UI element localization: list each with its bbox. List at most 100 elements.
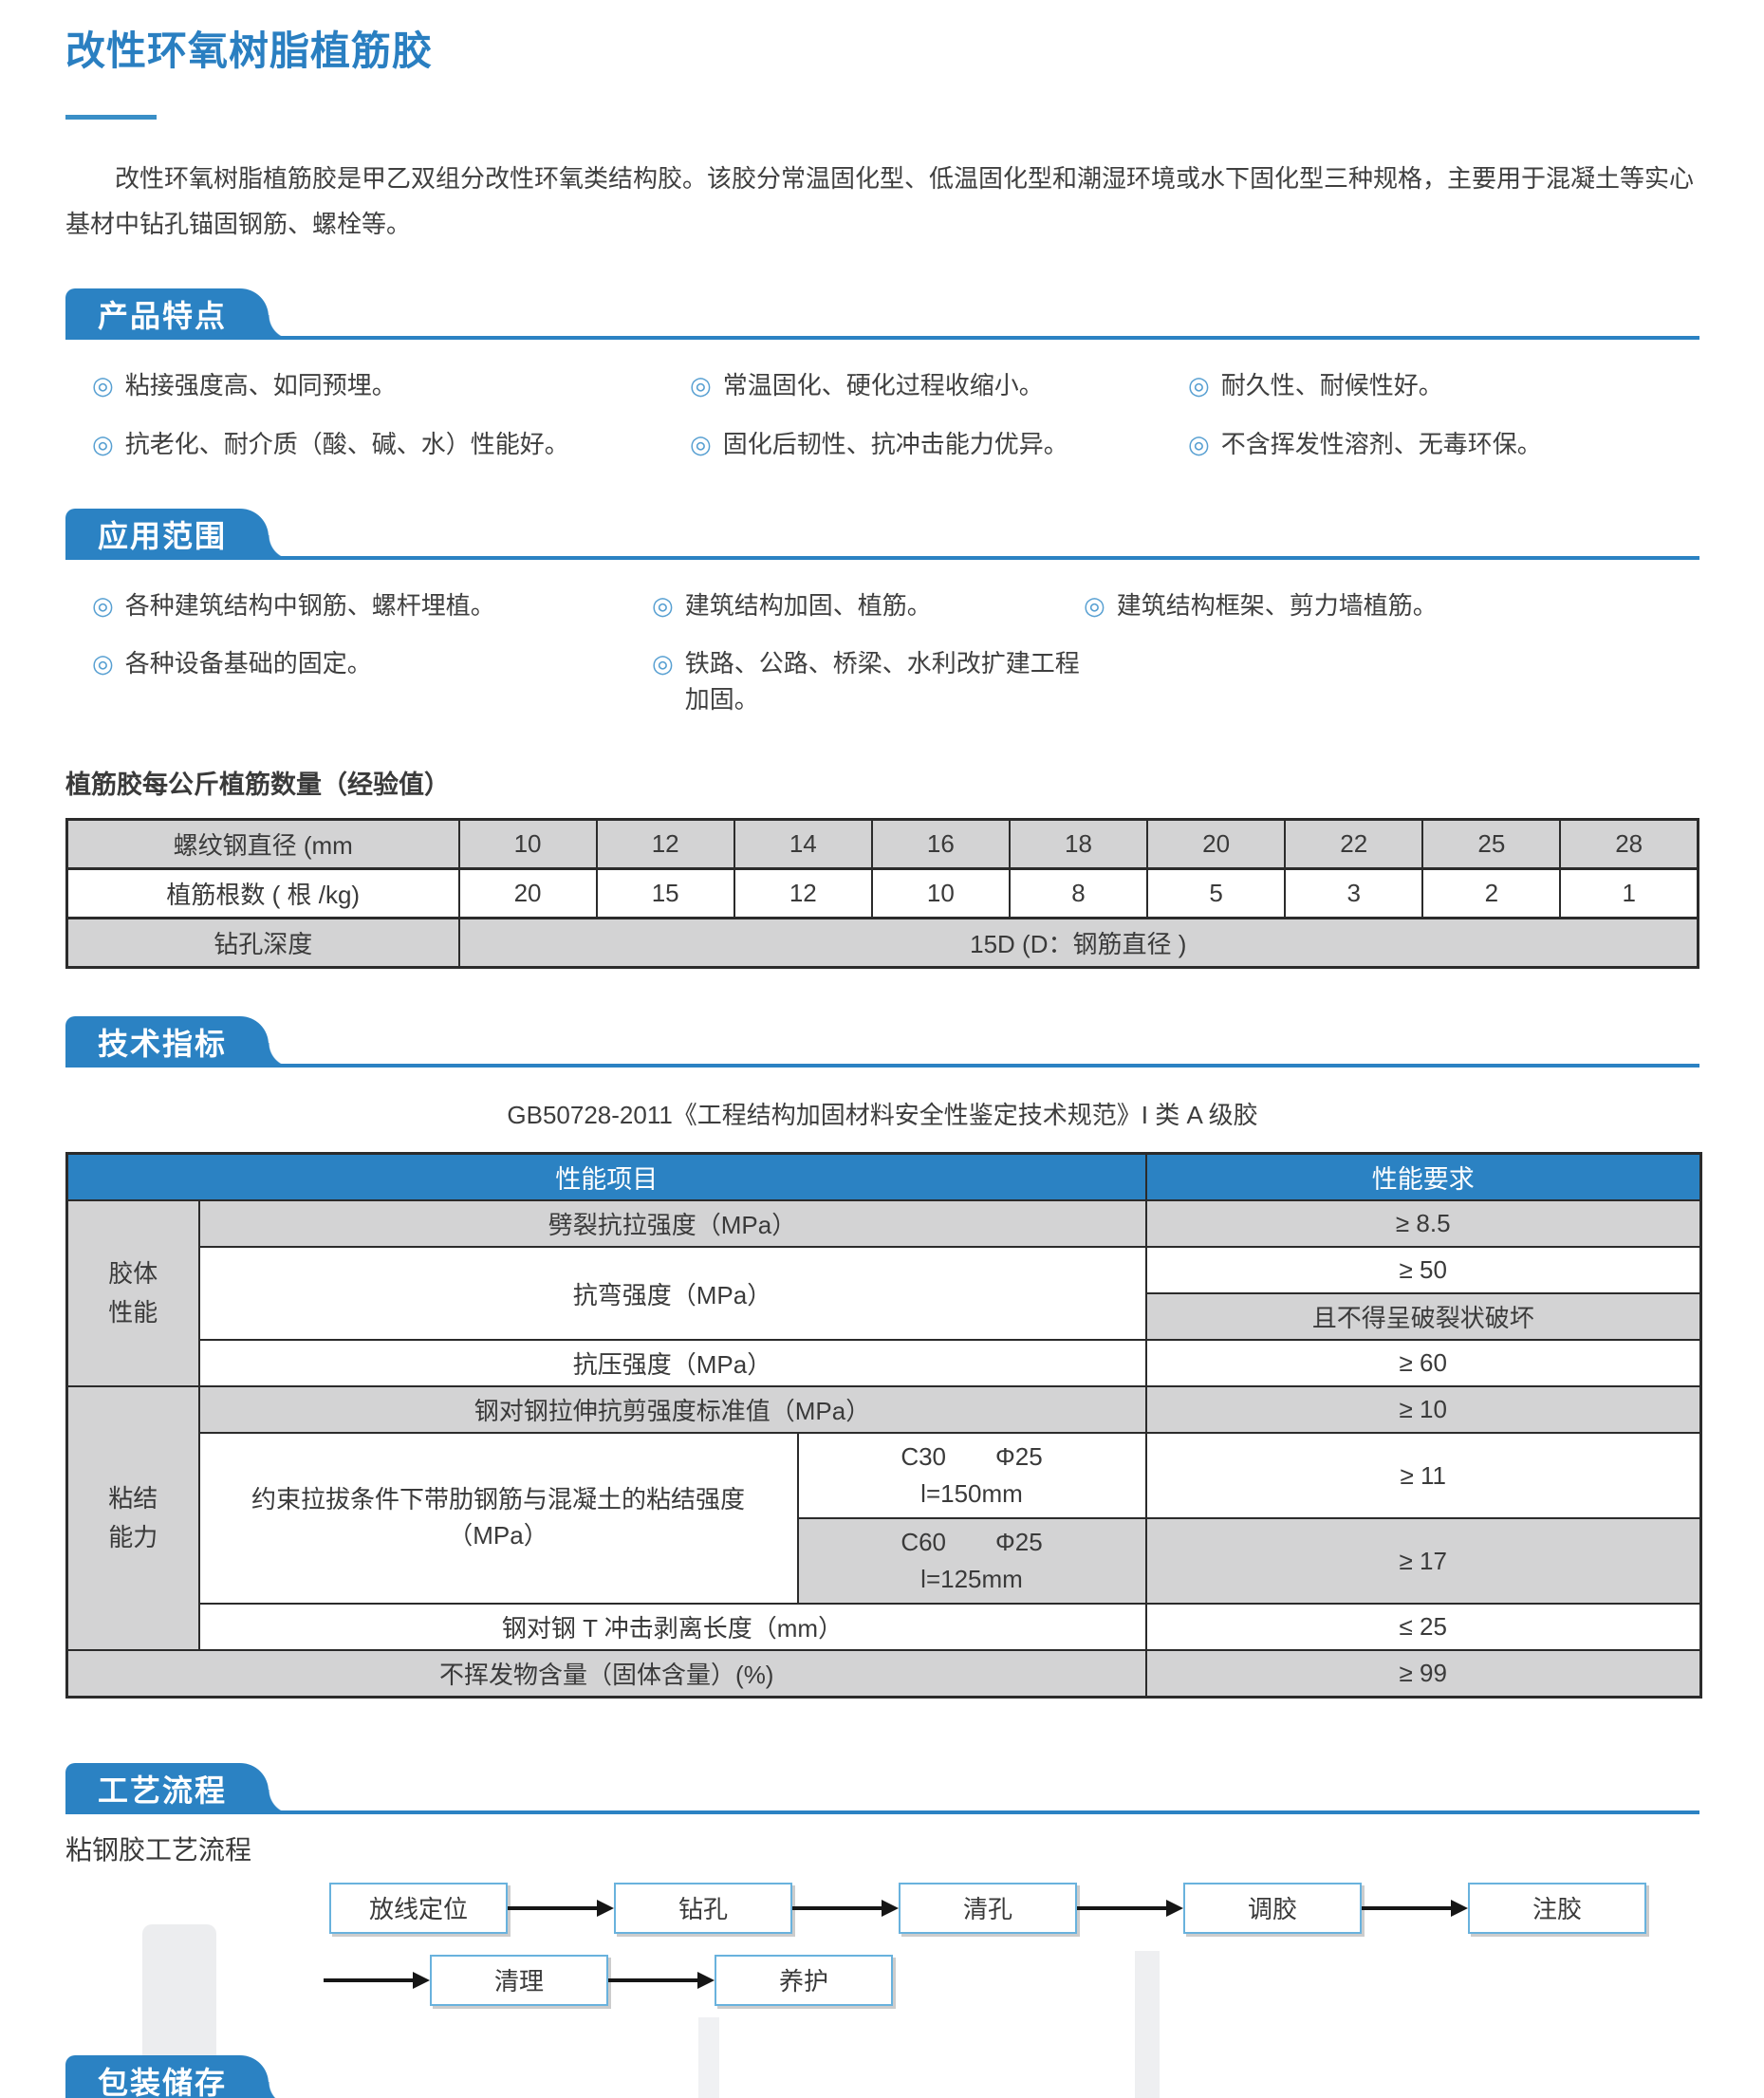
dosage-diameter-cell: 25 bbox=[1421, 817, 1562, 870]
flow-arrow bbox=[324, 1971, 430, 1989]
concrete-grade: C60 bbox=[901, 1528, 947, 1557]
rebar-diameter: Φ25 bbox=[995, 1528, 1043, 1557]
double-circle-bullet-icon: ◎ bbox=[652, 649, 674, 678]
rebar-diameter: Φ25 bbox=[995, 1442, 1043, 1472]
section-badge-features: 产品特点 bbox=[65, 288, 293, 341]
table-row: 且不得呈破裂状破坏 bbox=[67, 1292, 1702, 1342]
spec-item-req: ≥ 10 bbox=[1144, 1385, 1702, 1435]
spec-item-req: ≥ 17 bbox=[1144, 1517, 1702, 1606]
list-item: ◎ 建筑结构框架、剪力墙植筋。 bbox=[1084, 588, 1699, 624]
list-item: ◎ 粘接强度高、如同预埋。 bbox=[92, 368, 690, 404]
double-circle-bullet-icon: ◎ bbox=[92, 371, 114, 400]
table-row: 钻孔深度 15D (D：钢筋直径 ) bbox=[65, 916, 1699, 969]
dosage-diameter-cell: 20 bbox=[1146, 817, 1287, 870]
concrete-grade: C30 bbox=[901, 1442, 947, 1472]
list-item-text: 常温固化、硬化过程收缩小。 bbox=[722, 371, 1044, 400]
flow-step-box: 清理 bbox=[430, 1954, 608, 2006]
section-badge-specs: 技术指标 bbox=[65, 1015, 293, 1068]
table-row: 螺纹钢直径 (mm 10 12 14 16 18 20 22 25 28 bbox=[65, 817, 1699, 870]
arrow-line bbox=[608, 1977, 697, 1982]
specs-standard-caption: GB50728-2011《工程结构加固材料安全性鉴定技术规范》I 类 A 级胶 bbox=[507, 1100, 1258, 1129]
spec-item-req: ≥ 11 bbox=[1144, 1432, 1702, 1520]
section-badge-applications: 应用范围 bbox=[65, 508, 293, 560]
embed-length: l=125mm bbox=[920, 1565, 1023, 1594]
section-head-specs: 技术指标 bbox=[65, 1012, 1699, 1068]
table-row: 性能项目 性能要求 bbox=[65, 1152, 1702, 1202]
embed-length: l=150mm bbox=[920, 1479, 1023, 1509]
specs-group-body: 胶体性能 bbox=[65, 1199, 200, 1388]
spec-item-name-line1: 约束拉拔条件下带肋钢筋与混凝土的粘结强度 bbox=[251, 1485, 745, 1514]
table-row: 抗弯强度（MPa） ≥ 50 bbox=[67, 1246, 1702, 1342]
dosage-count-cell: 2 bbox=[1421, 866, 1562, 919]
page-title: 改性环氧树脂植筋胶 bbox=[65, 28, 434, 73]
dosage-diameter-cell: 22 bbox=[1284, 817, 1424, 870]
list-item-text: 不含挥发性溶剂、无毒环保。 bbox=[1220, 429, 1542, 458]
spec-item-req: ≥ 8.5 bbox=[1144, 1199, 1702, 1249]
spec-item-req: ≥ 50 bbox=[1144, 1246, 1702, 1295]
dosage-diameter-cell: 28 bbox=[1559, 817, 1699, 870]
flow-step-box: 放线定位 bbox=[329, 1882, 508, 1934]
arrow-head-icon bbox=[1451, 1899, 1468, 1917]
dosage-diameter-cell: 14 bbox=[733, 817, 873, 870]
arrow-head-icon bbox=[1166, 1899, 1183, 1917]
double-circle-bullet-icon: ◎ bbox=[92, 429, 114, 458]
section-head-applications: 应用范围 bbox=[65, 505, 1699, 560]
dosage-count-cell: 20 bbox=[457, 866, 598, 919]
process-subtitle: 粘钢胶工艺流程 bbox=[65, 1834, 252, 1865]
dosage-table: 螺纹钢直径 (mm 10 12 14 16 18 20 22 25 28 植筋根… bbox=[65, 817, 1699, 969]
double-circle-bullet-icon: ◎ bbox=[690, 371, 712, 400]
spec-item-name: 钢对钢 T 冲击剥离长度（mm） bbox=[197, 1603, 1147, 1652]
intro-paragraph: 改性环氧树脂植筋胶是甲乙双组分改性环氧类结构胶。该胶分常温固化型、低温固化型和潮… bbox=[65, 164, 1695, 239]
table-row: 不挥发物含量（固体含量）(%) ≥ 99 bbox=[65, 1649, 1702, 1699]
dosage-count-cell: 8 bbox=[1008, 866, 1149, 919]
dosage-depth-cell: 15D (D：钢筋直径 ) bbox=[457, 916, 1699, 969]
double-circle-bullet-icon: ◎ bbox=[92, 590, 114, 620]
flow-arrow bbox=[1077, 1899, 1183, 1917]
list-item: ◎ 耐久性、耐候性好。 bbox=[1188, 368, 1699, 404]
spec-item-name: 不挥发物含量（固体含量）(%) bbox=[65, 1649, 1147, 1699]
section-head-packaging: 包装储存 bbox=[65, 2052, 1699, 2098]
list-item-text: 粘接强度高、如同预埋。 bbox=[124, 371, 397, 400]
section-badge-label: 包装储存 bbox=[98, 2065, 228, 2098]
dosage-count-cell: 1 bbox=[1559, 866, 1699, 919]
list-item-text: 铁路、公路、桥梁、水利改扩建工程加固。 bbox=[684, 649, 1080, 714]
title-underline bbox=[65, 115, 157, 120]
section-rule bbox=[65, 555, 1699, 560]
applications-list: ◎ 各种建筑结构中钢筋、螺杆埋植。 ◎ 建筑结构加固、植筋。 ◎ 建筑结构框架、剪力墙… bbox=[65, 588, 1699, 718]
flow-arrow bbox=[508, 1899, 614, 1917]
double-circle-bullet-icon: ◎ bbox=[652, 590, 674, 620]
specs-group-bond: 粘结能力 bbox=[65, 1385, 200, 1652]
spec-item-req: ≥ 60 bbox=[1144, 1339, 1702, 1388]
section-badge-label: 工艺流程 bbox=[98, 1773, 228, 1808]
specs-col-header-item: 性能项目 bbox=[65, 1152, 1147, 1202]
double-circle-bullet-icon: ◎ bbox=[1188, 429, 1210, 458]
dosage-row2-label: 植筋根数 ( 根 /kg) bbox=[65, 866, 460, 919]
table-row: 植筋根数 ( 根 /kg) 20 15 12 10 8 5 3 2 1 bbox=[65, 866, 1699, 919]
process-flow-row1: 放线定位 钻孔 清孔 调胶 注胶 bbox=[329, 1881, 1699, 1936]
flow-step-box: 钻孔 bbox=[614, 1882, 792, 1934]
flow-arrow bbox=[1362, 1899, 1468, 1917]
spec-item-req: ≥ 99 bbox=[1144, 1649, 1702, 1699]
spec-item-name: 约束拉拔条件下带肋钢筋与混凝土的粘结强度 （MPa） bbox=[197, 1432, 799, 1606]
dosage-diameter-cell: 10 bbox=[457, 817, 598, 870]
dosage-count-cell: 5 bbox=[1146, 866, 1287, 919]
dosage-count-cell: 3 bbox=[1284, 866, 1424, 919]
section-rule bbox=[65, 1063, 1699, 1068]
dosage-count-cell: 10 bbox=[870, 866, 1011, 919]
list-item: ◎ 建筑结构加固、植筋。 bbox=[652, 588, 1084, 624]
list-item: ◎ 常温固化、硬化过程收缩小。 bbox=[690, 368, 1188, 404]
spec-item-name: 劈裂抗拉强度（MPa） bbox=[197, 1199, 1147, 1249]
section-head-features: 产品特点 bbox=[65, 285, 1699, 341]
section-rule bbox=[65, 336, 1699, 341]
specs-col-header-req: 性能要求 bbox=[1144, 1152, 1702, 1202]
spec-item-req-note: 且不得呈破裂状破坏 bbox=[1144, 1292, 1702, 1342]
section-head-process: 工艺流程 bbox=[65, 1759, 1699, 1814]
list-item-text: 建筑结构框架、剪力墙植筋。 bbox=[1116, 590, 1438, 620]
spec-subcondition: C60 Φ25 l=125mm bbox=[796, 1517, 1147, 1606]
table-row: 钢对钢 T 冲击剥离长度（mm） ≤ 25 bbox=[67, 1603, 1702, 1652]
page-content: 改性环氧树脂植筋胶 改性环氧树脂植筋胶是甲乙双组分改性环氧类结构胶。该胶分常温固… bbox=[65, 0, 1702, 2098]
dosage-row1-label: 螺纹钢直径 (mm bbox=[65, 817, 460, 870]
list-item: ◎ 各种设备基础的固定。 bbox=[92, 646, 652, 717]
spec-item-name: 抗压强度（MPa） bbox=[197, 1339, 1147, 1388]
